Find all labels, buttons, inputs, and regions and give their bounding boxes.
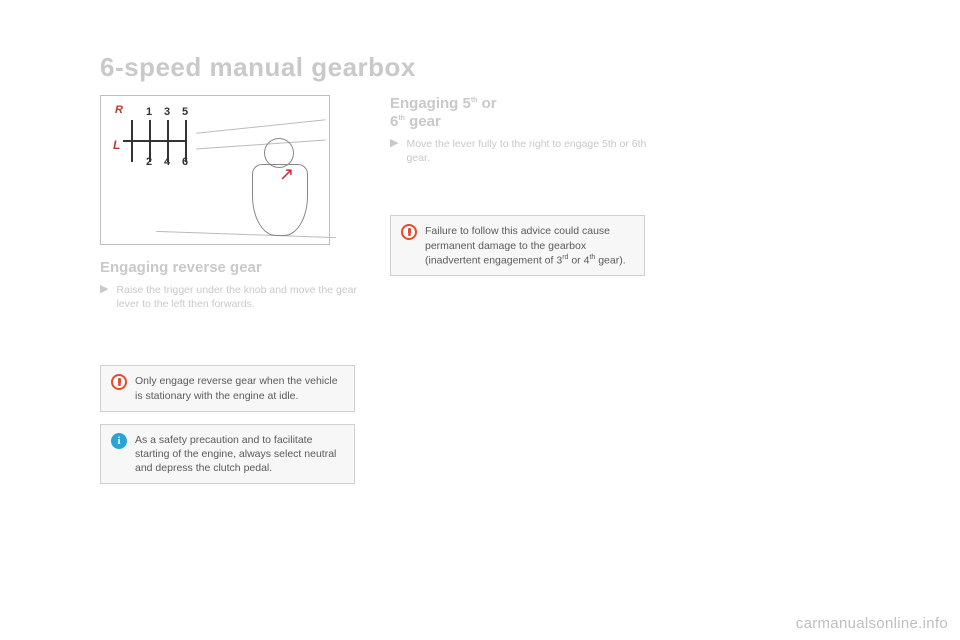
shift-5: 5 [182,106,188,118]
page: 6-speed manual gearbox R L 1 3 5 2 4 [0,0,960,640]
shift-4: 4 [164,156,170,168]
right-column: Engaging 5th or 6th gear ▶ Move the leve… [390,95,660,496]
shift-label-r: R [115,104,123,116]
panel-line-2 [196,139,326,149]
rh-part2b: gear [405,113,441,130]
spacer [390,175,660,215]
rw-part2: or 4 [568,254,589,266]
shift-v1 [131,120,133,162]
panel-line-1 [196,119,325,134]
rh-part1: Engaging 5 [390,95,471,112]
rh-sup2: th [398,115,405,122]
left-info-callout: i As a safety precaution and to facilita… [100,424,355,485]
shift-2: 2 [146,156,152,168]
gearbox-diagram: R L 1 3 5 2 4 6 [100,95,330,245]
shift-label-l: L [113,138,120,152]
shift-1: 1 [146,106,152,118]
left-warning-text: Only engage reverse gear when the vehicl… [135,374,344,402]
warning-icon [401,224,417,240]
left-info-text: As a safety precaution and to facilitate… [135,433,344,476]
left-bullet-text: Raise the trigger under the knob and mov… [116,283,370,311]
right-bullet: ▶ Move the lever fully to the right to e… [390,137,660,165]
right-warning-callout: Failure to follow this advice could caus… [390,215,645,276]
left-warning-callout: Only engage reverse gear when the vehicl… [100,365,355,411]
bullet-arrow-icon: ▶ [390,137,398,150]
left-subhead: Engaging reverse gear [100,259,370,277]
shift-6: 6 [182,156,188,168]
warning-icon [111,374,127,390]
rw-part3: gear). [595,254,625,266]
left-column: R L 1 3 5 2 4 6 [100,95,370,496]
spacer [100,321,370,365]
panel-line-3 [156,231,336,238]
left-bullet: ▶ Raise the trigger under the knob and m… [100,283,370,311]
page-title: 6-speed manual gearbox [100,52,890,83]
columns: R L 1 3 5 2 4 6 [100,95,890,496]
red-arrow-icon: ↗ [279,164,294,185]
watermark: carmanualsonline.info [796,615,948,632]
shift-pattern: R L 1 3 5 2 4 6 [113,106,193,168]
console-sketch [196,104,323,238]
right-warning-text: Failure to follow this advice could caus… [425,224,634,267]
bullet-arrow-icon: ▶ [100,283,108,296]
rh-part1b: or [477,95,496,112]
info-icon: i [111,433,127,449]
right-subhead: Engaging 5th or 6th gear [390,95,660,131]
right-bullet-text: Move the lever fully to the right to eng… [406,137,660,165]
shift-3: 3 [164,106,170,118]
